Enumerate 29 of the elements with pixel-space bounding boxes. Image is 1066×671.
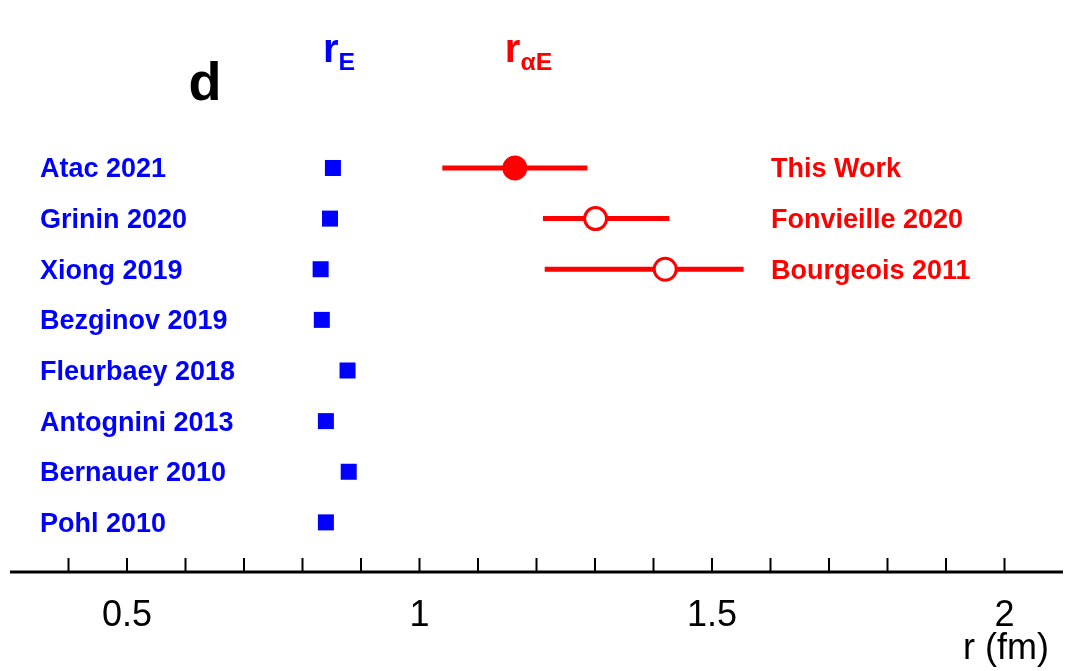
point	[340, 463, 357, 480]
y-tick-label: Antognini 2013	[40, 406, 234, 437]
annotation: This Work	[771, 153, 902, 184]
point	[322, 210, 338, 227]
annotation: Bourgeois 2011	[771, 254, 971, 285]
y-tick-label: Bernauer 2010	[40, 457, 227, 488]
x-axis-title: r (fm)	[963, 626, 1049, 667]
point	[583, 206, 609, 232]
point	[502, 155, 528, 181]
point	[317, 514, 334, 531]
x-tick-label: 1	[409, 593, 430, 634]
y-tick-label: Pohl 2010	[40, 507, 167, 538]
chart-title: d	[188, 51, 222, 111]
x-tick-label: 0.5	[101, 593, 153, 634]
text: r$_{E}$	[322, 26, 356, 75]
point	[652, 256, 678, 282]
point	[312, 261, 329, 278]
point	[324, 159, 341, 176]
y-tick-label: Xiong 2019	[40, 254, 183, 285]
y-tick-label: Fleurbaey 2018	[40, 355, 236, 386]
point	[313, 311, 330, 328]
text: r$_{αE}$	[504, 26, 553, 75]
annotation: Fonvieille 2020	[771, 204, 964, 235]
y-tick-label: Grinin 2020	[40, 204, 188, 235]
point	[339, 362, 356, 379]
point	[317, 413, 334, 430]
y-tick-label: Atac 2021	[40, 153, 167, 184]
x-tick-label: 1.5	[686, 593, 738, 634]
y-tick-label: Bezginov 2019	[40, 305, 228, 336]
